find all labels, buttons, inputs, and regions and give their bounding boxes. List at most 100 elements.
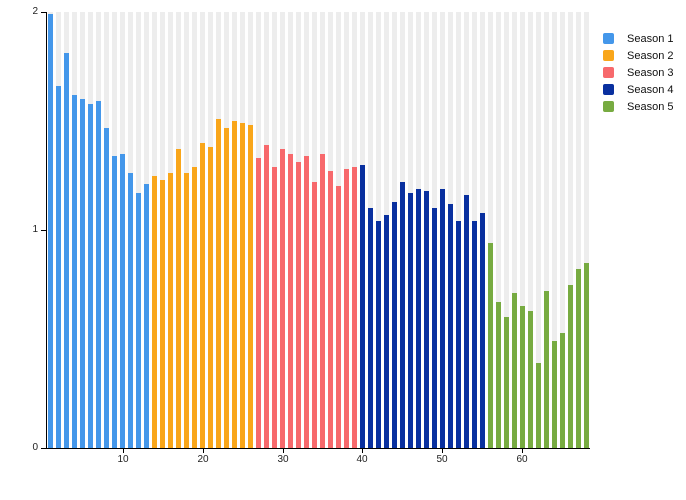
legend-item-season-2[interactable]: Season 2 bbox=[603, 47, 673, 64]
episode-bar[interactable] bbox=[583, 262, 589, 448]
episode-bar[interactable] bbox=[527, 310, 533, 448]
legend-swatch-icon bbox=[603, 101, 614, 112]
episode-bar[interactable] bbox=[144, 184, 150, 448]
y-axis-label: 2 bbox=[32, 6, 38, 17]
episode-bar[interactable] bbox=[80, 99, 86, 448]
episode-bar[interactable] bbox=[575, 269, 581, 448]
episode-bar[interactable] bbox=[551, 341, 557, 448]
legend-swatch-icon bbox=[603, 67, 614, 78]
episode-bar[interactable] bbox=[455, 221, 461, 448]
x-axis-label: 30 bbox=[277, 454, 289, 465]
episode-bar[interactable] bbox=[136, 192, 142, 448]
legend-label: Season 1 bbox=[627, 32, 674, 45]
episode-bar[interactable] bbox=[296, 162, 302, 448]
x-tick-mark bbox=[123, 449, 124, 453]
episode-bar[interactable] bbox=[423, 190, 429, 448]
episode-bar[interactable] bbox=[407, 192, 413, 448]
episode-bar[interactable] bbox=[248, 125, 254, 448]
episode-bar[interactable] bbox=[471, 221, 477, 448]
episode-bar[interactable] bbox=[415, 188, 421, 448]
episode-bar[interactable] bbox=[272, 166, 278, 448]
background-stripe bbox=[511, 12, 517, 448]
episode-bar[interactable] bbox=[120, 153, 126, 448]
legend-item-season-5[interactable]: Season 5 bbox=[603, 98, 673, 115]
episode-bar[interactable] bbox=[431, 208, 437, 448]
episode-bar[interactable] bbox=[48, 14, 54, 448]
episode-bar[interactable] bbox=[200, 142, 206, 448]
episode-bar[interactable] bbox=[304, 155, 310, 448]
episode-bar[interactable] bbox=[487, 243, 493, 448]
legend-label: Season 5 bbox=[627, 100, 674, 113]
episode-bar[interactable] bbox=[359, 164, 365, 448]
background-stripe bbox=[487, 12, 493, 448]
episode-bar[interactable] bbox=[391, 201, 397, 448]
episode-bar[interactable] bbox=[176, 149, 182, 448]
legend-label: Season 3 bbox=[627, 66, 674, 79]
episode-bar[interactable] bbox=[264, 145, 270, 448]
legend-item-season-1[interactable]: Season 1 bbox=[603, 30, 673, 47]
episode-bar[interactable] bbox=[112, 155, 118, 448]
episode-bar[interactable] bbox=[375, 221, 381, 448]
episode-bar[interactable] bbox=[312, 182, 317, 448]
x-axis-label: 50 bbox=[436, 454, 448, 465]
background-stripe bbox=[551, 12, 557, 448]
episode-bar[interactable] bbox=[519, 306, 525, 448]
y-tick-mark bbox=[41, 230, 46, 231]
legend-swatch-icon bbox=[603, 33, 614, 44]
episode-bar[interactable] bbox=[192, 166, 198, 448]
legend-swatch-icon bbox=[603, 84, 614, 95]
x-tick-mark bbox=[362, 449, 363, 453]
episode-bar[interactable] bbox=[184, 173, 190, 448]
episode-bar[interactable] bbox=[535, 363, 541, 448]
y-axis-label: 1 bbox=[32, 224, 38, 235]
episode-bar[interactable] bbox=[208, 147, 214, 448]
episode-bar[interactable] bbox=[216, 118, 222, 448]
episode-bar[interactable] bbox=[56, 86, 62, 448]
episode-bar[interactable] bbox=[495, 301, 501, 448]
episode-bar[interactable] bbox=[240, 123, 246, 448]
background-stripe bbox=[503, 12, 509, 448]
episode-bar[interactable] bbox=[288, 153, 294, 448]
episode-bar[interactable] bbox=[280, 149, 286, 448]
episode-bar[interactable] bbox=[351, 166, 357, 448]
episode-bar[interactable] bbox=[399, 182, 405, 448]
episode-bar[interactable] bbox=[479, 212, 485, 448]
episode-bar[interactable] bbox=[88, 103, 94, 448]
episode-bar[interactable] bbox=[319, 153, 325, 448]
episode-bar[interactable] bbox=[543, 291, 549, 448]
episode-bar[interactable] bbox=[224, 127, 230, 448]
background-stripe bbox=[495, 12, 501, 448]
episode-bar[interactable] bbox=[64, 53, 70, 448]
y-axis-label: 0 bbox=[32, 442, 38, 453]
episode-bar[interactable] bbox=[367, 208, 373, 448]
background-stripe bbox=[559, 12, 565, 448]
background-stripe bbox=[575, 12, 581, 448]
episode-bar[interactable] bbox=[232, 121, 238, 448]
episode-bar[interactable] bbox=[72, 94, 78, 448]
episode-bar[interactable] bbox=[463, 195, 469, 448]
episode-bar[interactable] bbox=[343, 169, 349, 448]
y-tick-mark bbox=[41, 448, 46, 449]
legend-swatch-icon bbox=[603, 50, 614, 61]
episode-bar[interactable] bbox=[256, 158, 262, 448]
legend-item-season-4[interactable]: Season 4 bbox=[603, 81, 673, 98]
episode-bar[interactable] bbox=[152, 175, 158, 448]
episode-bar[interactable] bbox=[567, 284, 573, 448]
episode-bar[interactable] bbox=[559, 332, 565, 448]
episode-bar[interactable] bbox=[383, 214, 389, 448]
episode-bar[interactable] bbox=[511, 293, 517, 448]
y-tick-mark bbox=[41, 12, 46, 13]
episode-bar[interactable] bbox=[128, 173, 134, 448]
episode-bar[interactable] bbox=[439, 188, 445, 448]
episode-bar[interactable] bbox=[168, 173, 174, 448]
episode-bar[interactable] bbox=[327, 171, 333, 448]
episode-bar[interactable] bbox=[96, 101, 102, 448]
legend-item-season-3[interactable]: Season 3 bbox=[603, 64, 673, 81]
episode-bar[interactable] bbox=[335, 186, 341, 448]
x-tick-mark bbox=[522, 449, 523, 453]
x-tick-mark bbox=[283, 449, 284, 453]
episode-bar[interactable] bbox=[104, 127, 110, 448]
episode-bar[interactable] bbox=[503, 317, 509, 448]
episode-bar[interactable] bbox=[447, 203, 453, 448]
episode-bar[interactable] bbox=[160, 179, 166, 448]
